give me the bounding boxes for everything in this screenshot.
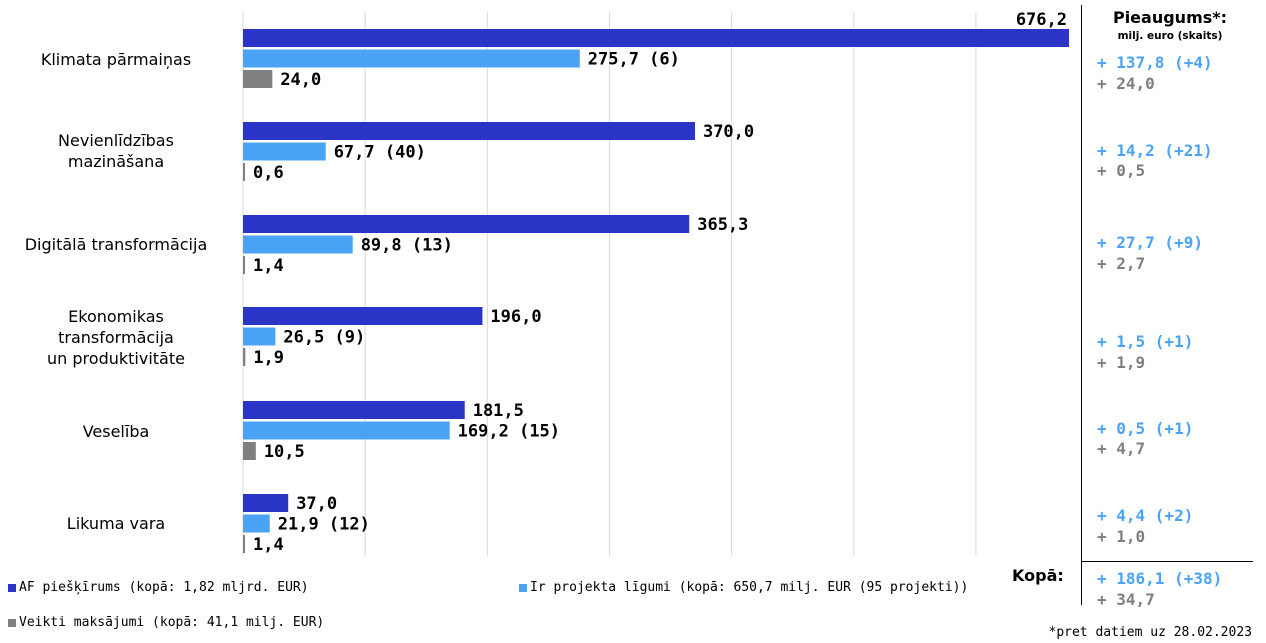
category-label: Digitālā transformācija: [24, 234, 208, 254]
data-label: 67,7 (40): [334, 143, 426, 163]
legend-item-contracts: Ir projekta līgumi (kopā: 650,7 milj. EU…: [519, 580, 968, 595]
bar: [243, 514, 270, 533]
bar: [243, 535, 245, 553]
increase-payments: + 4,7: [1097, 439, 1146, 458]
bar: [243, 307, 483, 325]
increase-payments: + 0,5: [1097, 161, 1146, 180]
category-label: Ekonomikas transformācija un produktivit…: [47, 306, 185, 368]
increase-contracts: + 14,2 (+21): [1097, 141, 1213, 160]
total-label: Kopā:: [1012, 566, 1064, 585]
increase-contracts: + 4,4 (+2): [1097, 506, 1194, 525]
bar: [243, 163, 245, 181]
legend-item-allocation: AF piešķīrums (kopā: 1,82 mljrd. EUR): [8, 580, 309, 595]
increase-payments: + 2,7: [1097, 254, 1146, 273]
bar: [243, 401, 465, 419]
increase-contracts: + 0,5 (+1): [1097, 419, 1194, 438]
data-label: 24,0: [280, 70, 321, 90]
total-payments: + 34,7: [1097, 590, 1155, 609]
data-label: 21,9 (12): [278, 515, 370, 535]
data-label: 275,7 (6): [588, 50, 680, 70]
data-label: 365,3: [697, 215, 748, 235]
data-label: 37,0: [296, 494, 337, 514]
increase-payments: + 1,0: [1097, 527, 1146, 546]
data-label: 1,4: [253, 535, 284, 555]
legend-swatch: [8, 618, 16, 627]
panel-divider: [1081, 5, 1082, 605]
data-label: 26,5 (9): [283, 328, 365, 348]
bar: [243, 122, 695, 140]
data-label: 181,5: [473, 401, 524, 421]
legend-swatch: [8, 583, 16, 592]
data-label: 10,5: [264, 442, 305, 462]
increase-contracts: + 137,8 (+4): [1097, 53, 1213, 72]
data-label: 1,9: [253, 348, 284, 368]
data-label: 196,0: [490, 307, 541, 327]
footnote: *pret datiem uz 28.02.2023: [1048, 625, 1253, 640]
data-label: 169,2 (15): [458, 422, 560, 442]
category-label: Veselība: [82, 421, 150, 441]
bar: [243, 348, 246, 366]
data-label: 89,8 (13): [361, 236, 453, 256]
total-contracts: + 186,1 (+38): [1097, 569, 1223, 588]
legend-item-payments: Veikti maksājumi (kopā: 41,1 milj. EUR): [8, 615, 324, 630]
category-label: Likuma vara: [66, 513, 166, 533]
data-label: 676,2: [1016, 10, 1067, 30]
data-label: 1,4: [253, 256, 284, 276]
bar: [243, 442, 256, 460]
bar: [243, 215, 690, 233]
bar: [243, 235, 353, 254]
bar: [243, 494, 289, 512]
increase-panel-title: Pieaugums*:: [1112, 8, 1228, 27]
increase-contracts: + 27,7 (+9): [1097, 233, 1203, 252]
category-label: Nevienlīdzības mazināšana: [58, 131, 174, 171]
bar: [243, 421, 450, 440]
legend-label: Ir projekta līgumi (kopā: 650,7 milj. EU…: [530, 580, 969, 595]
increase-contracts: + 1,5 (+1): [1097, 332, 1194, 351]
data-label: 370,0: [703, 122, 754, 142]
total-divider: [1081, 561, 1253, 562]
increase-panel-subtitle: milj. euro (skaits): [1117, 30, 1223, 42]
bar: [243, 256, 245, 274]
data-label: 0,6: [253, 163, 284, 183]
bar: [243, 70, 273, 88]
increase-payments: + 24,0: [1097, 74, 1155, 93]
bar: [243, 49, 580, 68]
legend-swatch: [519, 583, 527, 592]
legend-label: AF piešķīrums (kopā: 1,82 mljrd. EUR): [19, 580, 309, 595]
bar: [243, 29, 1069, 47]
legend-label: Veikti maksājumi (kopā: 41,1 milj. EUR): [19, 615, 325, 630]
bar: [243, 327, 276, 346]
category-label: Klimata pārmaiņas: [40, 49, 192, 69]
increase-payments: + 1,9: [1097, 353, 1146, 372]
bar: [243, 142, 326, 161]
